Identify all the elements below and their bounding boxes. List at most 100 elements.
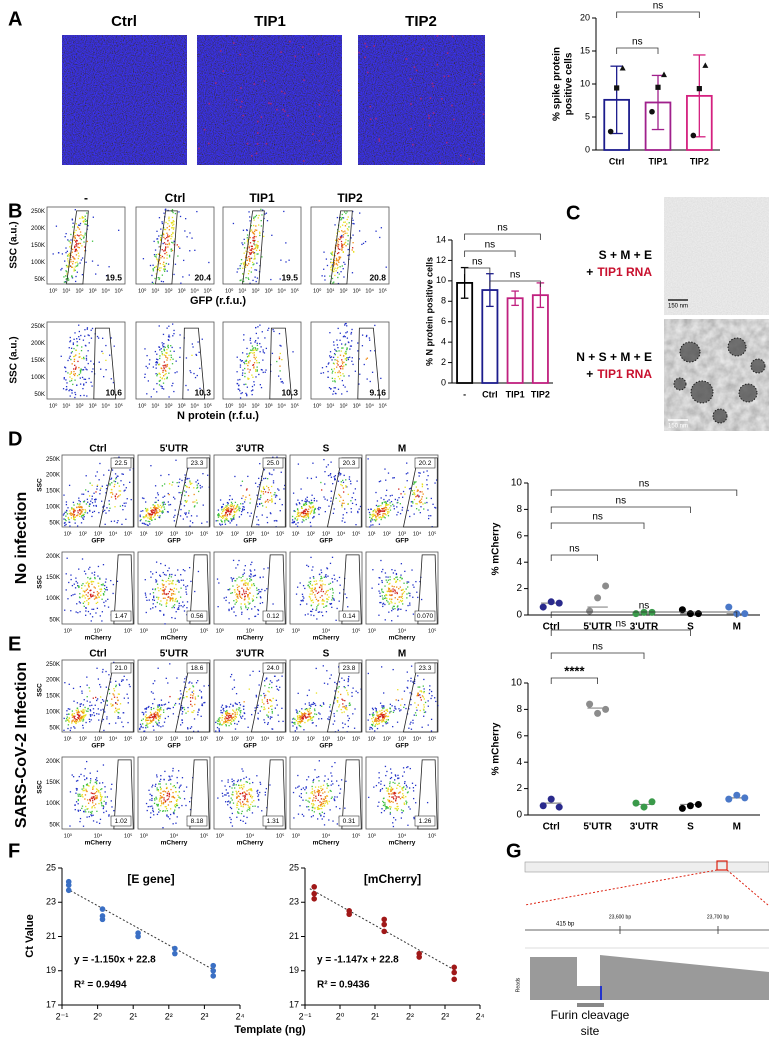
event-dot bbox=[383, 501, 385, 503]
gate-value: 0.56 bbox=[191, 613, 204, 620]
event-dot bbox=[157, 507, 159, 510]
event-dot bbox=[68, 581, 70, 584]
event-dot bbox=[337, 327, 339, 330]
event-dot bbox=[376, 711, 379, 713]
event-dot bbox=[102, 583, 104, 585]
event-dot bbox=[164, 597, 166, 599]
event-dot bbox=[236, 589, 239, 591]
event-dot bbox=[224, 718, 226, 720]
event-dot bbox=[254, 247, 256, 250]
event-dot bbox=[96, 601, 99, 604]
event-dot bbox=[330, 268, 332, 271]
event-dot bbox=[305, 501, 307, 503]
event-dot bbox=[301, 521, 303, 523]
event-dot bbox=[198, 351, 200, 353]
event-dot bbox=[337, 371, 339, 374]
event-dot bbox=[77, 246, 79, 248]
event-dot bbox=[156, 511, 158, 514]
gate bbox=[330, 210, 353, 285]
event-dot bbox=[260, 225, 263, 227]
event-dot bbox=[232, 506, 235, 508]
event-dot bbox=[413, 492, 416, 494]
event-dot bbox=[78, 356, 80, 358]
event-dot bbox=[248, 688, 250, 690]
event-dot bbox=[150, 714, 153, 716]
event-dot bbox=[162, 709, 165, 711]
event-dot bbox=[375, 710, 377, 713]
event-dot bbox=[345, 485, 347, 487]
event-dot bbox=[73, 504, 75, 506]
panel-label: F bbox=[8, 840, 20, 862]
event-dot bbox=[75, 792, 77, 794]
event-dot bbox=[423, 508, 425, 510]
event-dot bbox=[318, 591, 320, 593]
event-dot bbox=[82, 594, 84, 596]
event-dot bbox=[84, 232, 86, 234]
event-dot bbox=[331, 264, 334, 266]
event-dot bbox=[252, 389, 254, 391]
event-dot bbox=[80, 716, 82, 718]
event-dot bbox=[306, 499, 308, 501]
event-dot bbox=[179, 690, 182, 692]
event-dot bbox=[121, 473, 123, 475]
event-dot bbox=[263, 488, 265, 490]
event-dot bbox=[309, 587, 311, 589]
event-dot bbox=[158, 267, 161, 269]
event-dot bbox=[85, 368, 87, 370]
event-dot bbox=[314, 587, 316, 589]
x-axis-title: mCherry bbox=[389, 635, 416, 642]
event-dot bbox=[329, 562, 332, 565]
region-box bbox=[716, 860, 728, 871]
event-dot bbox=[267, 491, 269, 494]
event-dot bbox=[336, 258, 338, 261]
event-dot bbox=[246, 386, 249, 388]
event-dot bbox=[79, 222, 82, 225]
event-dot bbox=[168, 504, 170, 506]
event-dot bbox=[232, 705, 234, 707]
event-dot bbox=[228, 609, 230, 612]
event-dot bbox=[183, 697, 185, 699]
event-dot bbox=[114, 707, 117, 709]
event-dot bbox=[255, 249, 258, 252]
event-dot bbox=[243, 501, 246, 503]
event-dot bbox=[256, 349, 258, 352]
event-dot bbox=[367, 672, 369, 675]
event-dot bbox=[74, 355, 76, 357]
event-dot bbox=[386, 710, 389, 712]
event-dot bbox=[255, 348, 257, 350]
event-dot bbox=[229, 719, 232, 721]
event-dot bbox=[84, 246, 86, 248]
event-dot bbox=[82, 369, 85, 371]
event-dot bbox=[82, 602, 84, 604]
event-dot bbox=[154, 501, 156, 504]
event-dot bbox=[74, 393, 77, 396]
event-dot bbox=[229, 522, 231, 524]
event-dot bbox=[342, 236, 344, 238]
event-dot bbox=[169, 599, 172, 601]
event-dot bbox=[161, 249, 163, 251]
event-dot bbox=[412, 596, 414, 598]
event-dot bbox=[73, 514, 76, 516]
event-dot bbox=[257, 348, 259, 350]
event-dot bbox=[388, 611, 390, 613]
event-dot bbox=[238, 506, 240, 508]
event-dot bbox=[301, 718, 303, 720]
event-dot bbox=[228, 713, 231, 715]
event-dot bbox=[391, 607, 394, 609]
event-dot bbox=[328, 706, 331, 708]
event-dot bbox=[383, 718, 385, 720]
event-dot bbox=[258, 670, 261, 672]
event-dot bbox=[112, 704, 114, 706]
event-dot bbox=[225, 599, 227, 602]
event-dot bbox=[74, 727, 76, 729]
event-dot bbox=[87, 708, 89, 710]
event-dot bbox=[243, 252, 245, 254]
event-dot bbox=[330, 674, 332, 676]
x-tick-label: 10¹ bbox=[151, 288, 159, 294]
x-tick-label: 10¹ bbox=[238, 403, 246, 409]
speckle bbox=[482, 113, 485, 116]
event-dot bbox=[387, 579, 390, 581]
event-dot bbox=[155, 581, 157, 583]
event-dot bbox=[342, 251, 344, 253]
